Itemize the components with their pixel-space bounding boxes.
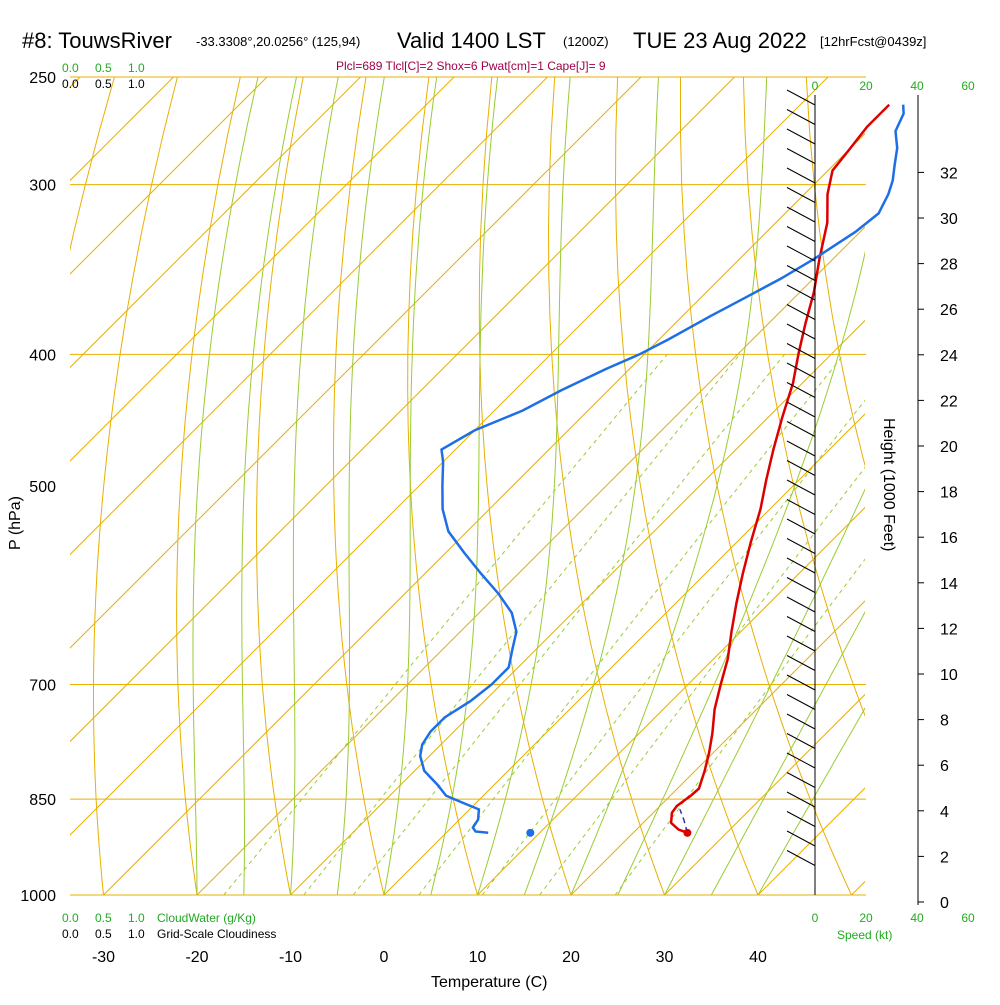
surface-dewpoint-marker: [526, 829, 534, 837]
height-tick-label: 20: [940, 439, 958, 456]
temperature-tick-label: 40: [749, 949, 767, 966]
cloudiness-tick-label-top: 1.0: [128, 77, 145, 91]
temperature-tick-label: -30: [92, 949, 115, 966]
speed-tick-label-top: 40: [910, 79, 924, 93]
height-tick-label: 10: [940, 667, 958, 684]
pressure-tick-label: 300: [29, 178, 56, 195]
cloudwater-tick-label-top: 1.0: [128, 61, 145, 75]
pressure-tick-label: 500: [29, 479, 56, 496]
height-tick-label: 18: [940, 485, 958, 502]
height-tick-label: 22: [940, 393, 958, 410]
y-axis-title: P (hPa): [7, 496, 24, 550]
pressure-tick-label: 250: [29, 70, 56, 87]
cloudiness-tick-label-bottom: 0.5: [95, 927, 112, 941]
pressure-tick-label: 850: [29, 792, 56, 809]
cloudiness-tick-label-top: 0.5: [95, 77, 112, 91]
cloudwater-tick-label-bottom: 1.0: [128, 911, 145, 925]
cloudwater-tick-label-bottom: 0.0: [62, 911, 79, 925]
height-tick-label: 26: [940, 302, 958, 319]
valid-time: Valid 1400 LST: [397, 28, 546, 53]
station-coords: -33.3308°,20.0256° (125,94): [196, 34, 360, 49]
height-tick-label: 6: [940, 758, 949, 775]
speed-tick-label-bottom: 60: [961, 911, 975, 925]
cloudiness-axis-title: Grid-Scale Cloudiness: [157, 927, 276, 941]
height-tick-label: 30: [940, 211, 958, 228]
speed-tick-label-bottom: 0: [812, 911, 819, 925]
stability-indices: Plcl=689 Tlcl[C]=2 Shox=6 Pwat[cm]=1 Cap…: [336, 59, 606, 73]
height-tick-label: 24: [940, 348, 958, 365]
height-tick-label: 4: [940, 804, 949, 821]
height-tick-label: 12: [940, 621, 958, 638]
height-tick-label: 32: [940, 165, 958, 182]
station-title: #8: TouwsRiver: [22, 28, 172, 53]
temperature-tick-label: 0: [380, 949, 389, 966]
pressure-tick-label: 400: [29, 347, 56, 364]
speed-tick-label-top: 20: [859, 79, 873, 93]
x-axis-title: Temperature (C): [431, 974, 547, 991]
cloudwater-tick-label-bottom: 0.5: [95, 911, 112, 925]
temperature-tick-label: -10: [279, 949, 302, 966]
pressure-tick-label: 1000: [20, 888, 56, 905]
height-tick-label: 14: [940, 576, 958, 593]
cloudiness-tick-label-bottom: 1.0: [128, 927, 145, 941]
surface-temp-marker: [683, 829, 691, 837]
height-axis-title: Height (1000 Feet): [880, 418, 897, 551]
cloudiness-tick-label-top: 0.0: [62, 77, 79, 91]
cloudiness-tick-label-bottom: 0.0: [62, 927, 79, 941]
temperature-tick-label: -20: [185, 949, 208, 966]
cloudwater-axis-title: CloudWater (g/Kg): [157, 911, 256, 925]
height-tick-label: 8: [940, 713, 949, 730]
height-tick-label: 28: [940, 257, 958, 274]
speed-axis-title: Speed (kt): [837, 928, 892, 942]
speed-tick-label-bottom: 20: [859, 911, 873, 925]
cloudwater-tick-label-top: 0.0: [62, 61, 79, 75]
temperature-tick-label: 10: [469, 949, 487, 966]
cloudwater-tick-label-top: 0.5: [95, 61, 112, 75]
temperature-tick-label: 20: [562, 949, 580, 966]
forecast-date: TUE 23 Aug 2022: [633, 28, 807, 53]
temperature-tick-label: 30: [656, 949, 674, 966]
height-tick-label: 16: [940, 530, 958, 547]
pressure-tick-label: 700: [29, 678, 56, 695]
forecast-run: [12hrFcst@0439z]: [820, 34, 926, 49]
height-tick-label: 2: [940, 849, 949, 866]
speed-tick-label-top: 0: [812, 79, 819, 93]
zulu-time: (1200Z): [563, 34, 609, 49]
speed-tick-label-top: 60: [961, 79, 975, 93]
height-tick-label: 0: [940, 895, 949, 912]
speed-tick-label-bottom: 40: [910, 911, 924, 925]
